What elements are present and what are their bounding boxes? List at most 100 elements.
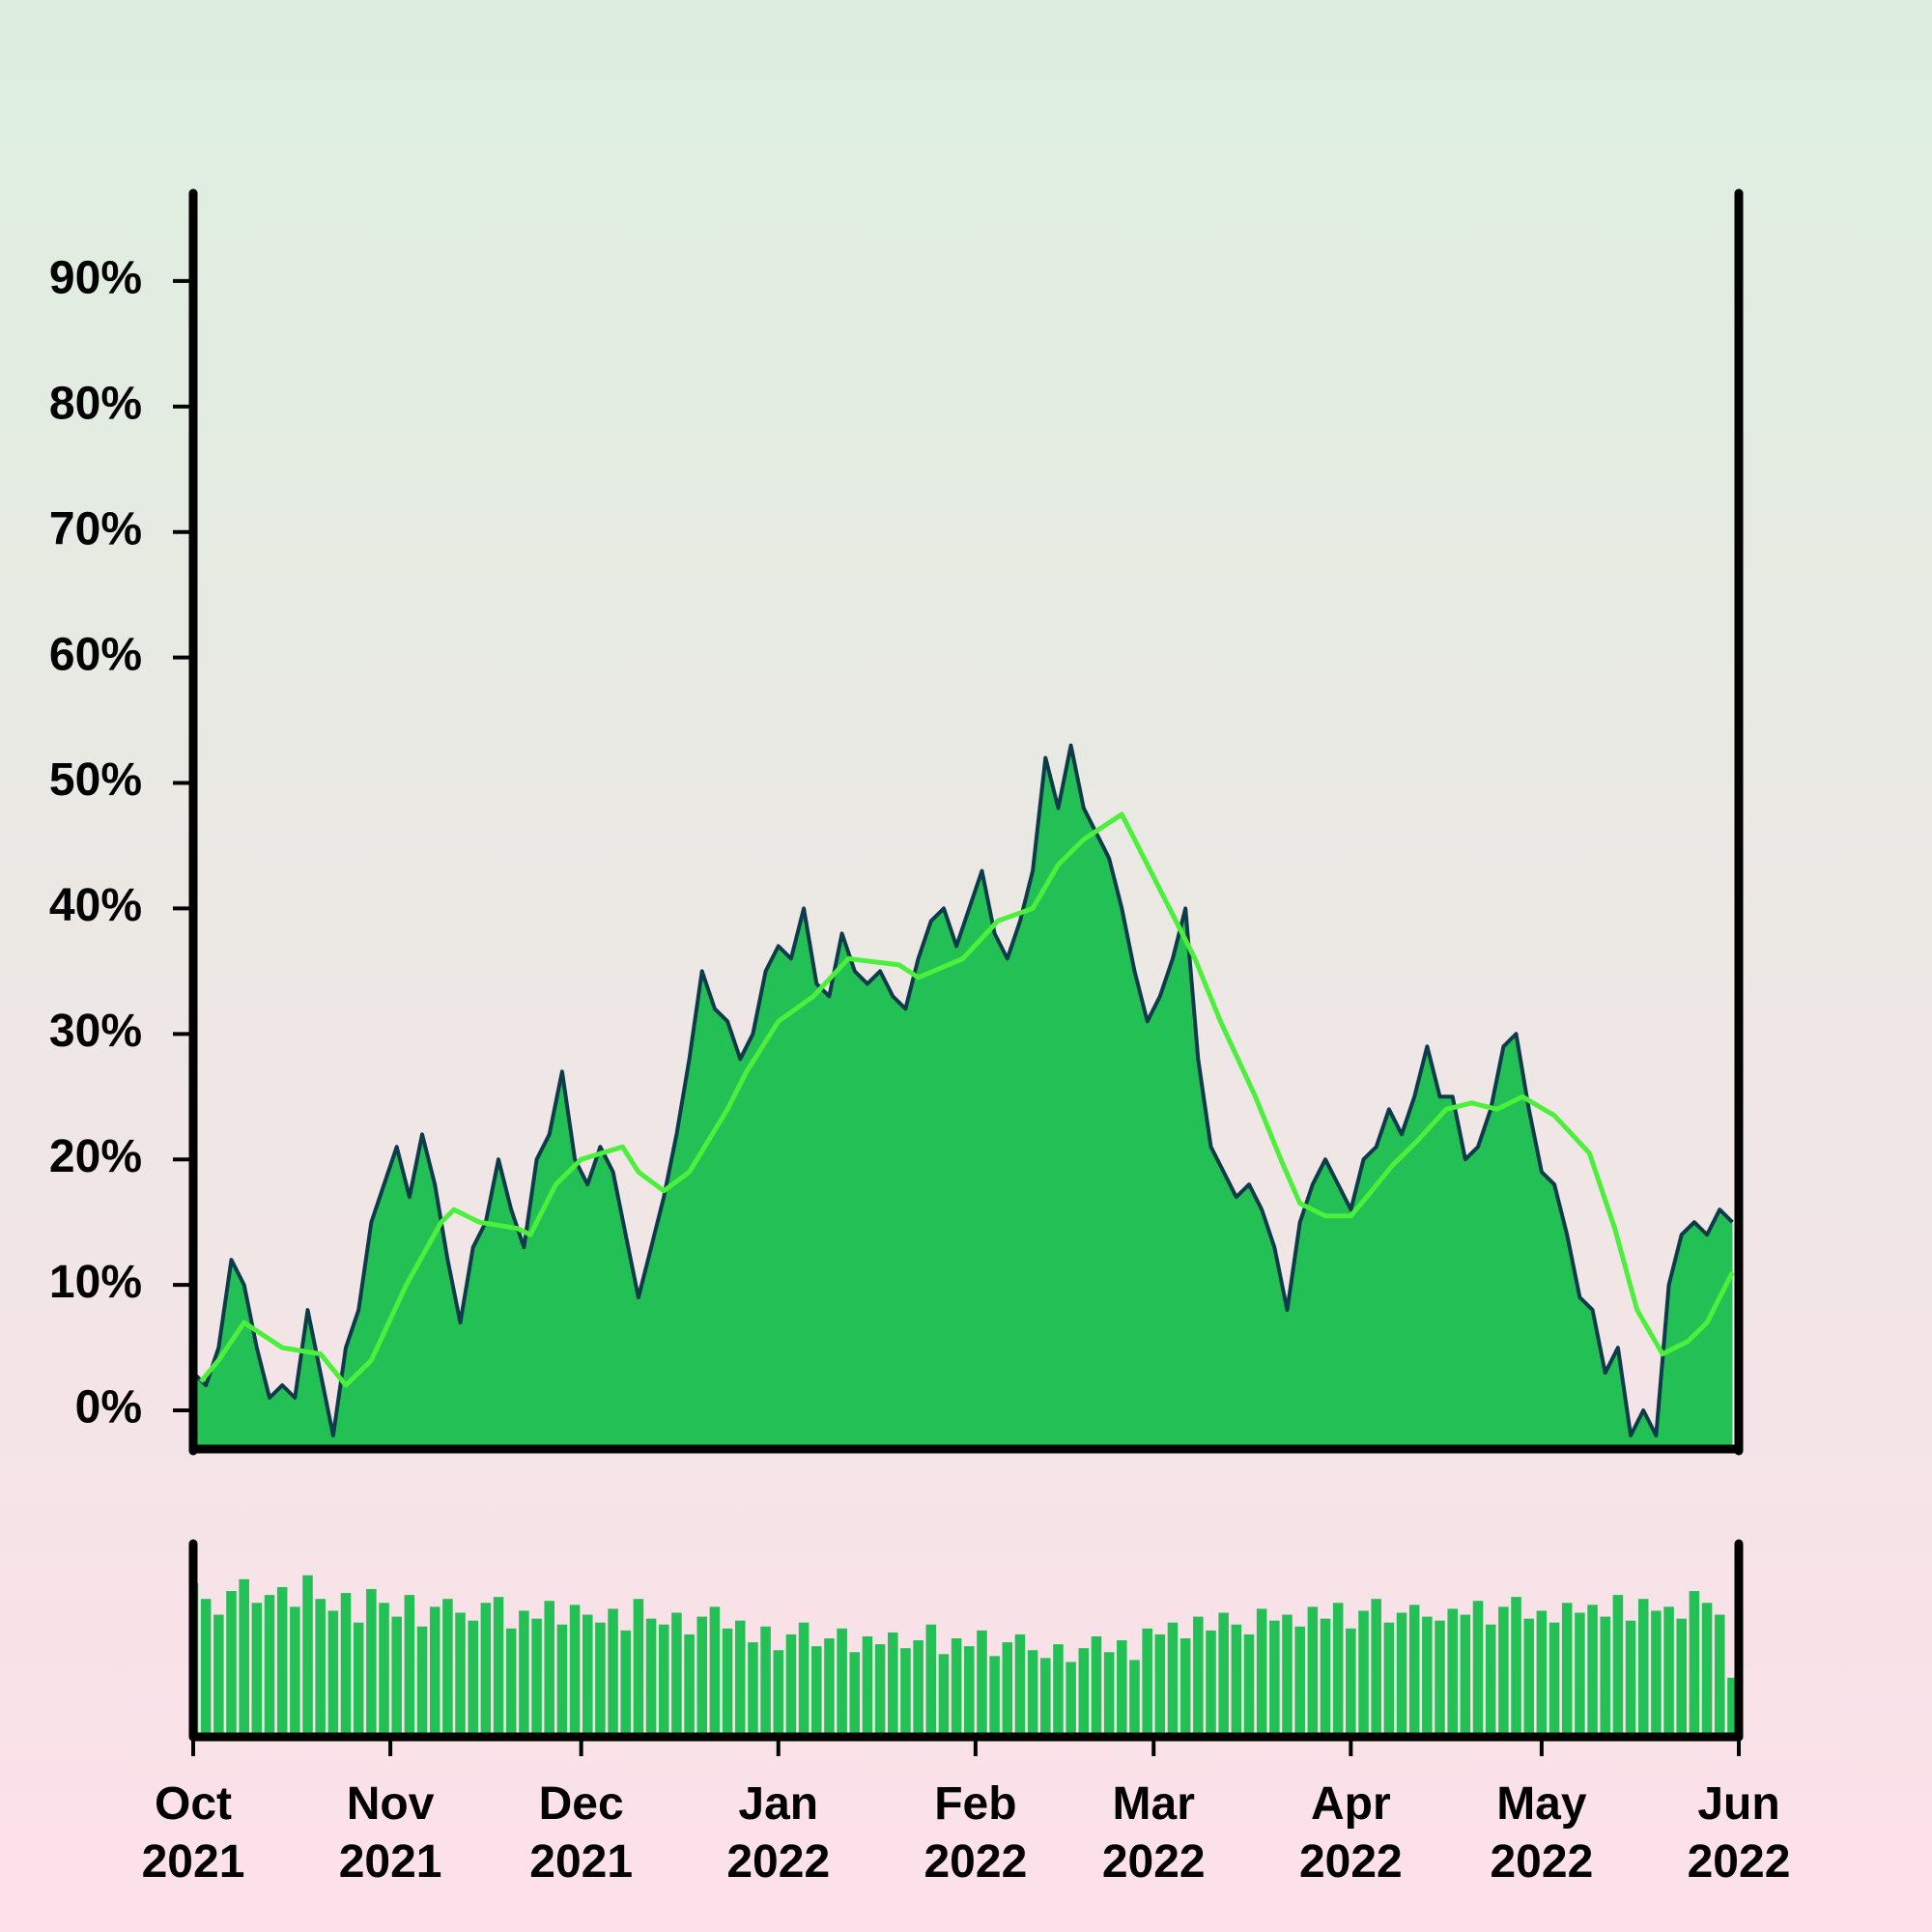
y-tick-label: 20% [49,1131,142,1182]
volume-bar [900,1648,911,1737]
volume-bar [1625,1620,1636,1737]
volume-bar [1383,1622,1395,1737]
volume-bar [1320,1618,1331,1737]
volume-bar [1129,1660,1140,1737]
volume-bar [1027,1650,1038,1737]
volume-bar [1040,1658,1051,1737]
volume-bar [1435,1620,1445,1737]
volume-bar [1727,1677,1738,1737]
x-tick-label: Nov 2021 [338,1778,442,1888]
volume-bar [722,1628,733,1737]
volume-bar [684,1634,695,1737]
volume-bar [1014,1634,1026,1737]
x-tick-label: Apr 2022 [1298,1778,1403,1888]
volume-bar [379,1603,389,1737]
x-tick-label: Dec 2021 [529,1778,634,1888]
volume-bar [1206,1630,1216,1737]
volume-bar [620,1630,632,1737]
volume-bar [925,1624,937,1737]
y-tick-label: 40% [49,880,142,931]
volume-bar [1561,1603,1573,1737]
volume-bar [658,1624,669,1737]
volume-bar [505,1628,517,1737]
y-tick-label: 50% [49,754,142,806]
volume-bar [1447,1608,1458,1737]
volume-bar [239,1578,249,1737]
y-tick-label: 30% [49,1006,142,1057]
volume-bar [226,1591,237,1737]
volume-bar [1371,1599,1381,1737]
volume-bar [366,1589,377,1737]
volume-bar [824,1638,835,1737]
volume-bar [1575,1612,1585,1737]
volume-bar [1358,1610,1369,1737]
volume-bar [633,1599,644,1737]
volume-bar [837,1628,847,1737]
volume-bar [1714,1614,1725,1737]
volume-bar [734,1620,746,1737]
axes: 0% 10% 20% 30% 40% 50% 60% 70% 80% 90% [49,188,1744,1756]
volume-bar [1269,1620,1280,1737]
volume-bar [544,1601,554,1737]
volume-bar [404,1595,415,1737]
volume-bar [353,1622,364,1737]
volume-bar [671,1612,682,1737]
volume-bar [1193,1616,1204,1737]
volume-bar [977,1630,987,1737]
volume-bar [1637,1599,1649,1737]
volume-bar [964,1646,975,1737]
volume-bar [1396,1612,1407,1737]
volume-bar [1294,1626,1305,1737]
volume-bar [1117,1640,1127,1737]
volume-bar [645,1618,657,1737]
volume-bar [1307,1606,1319,1737]
y-tick-label: 0% [75,1382,142,1434]
volume-bar [200,1599,212,1737]
volume-bar [748,1642,758,1737]
volume-bar [696,1616,708,1737]
volume-bar [1078,1648,1090,1737]
volume-bar [1179,1638,1191,1737]
volume-bar [874,1644,886,1737]
volume-bar [1701,1603,1713,1737]
volume-bar [1346,1628,1356,1737]
volume-bar [785,1634,797,1737]
volume-plot [193,1575,1738,1737]
volume-bar [1536,1610,1548,1737]
volume-bar [213,1614,224,1737]
volume-bar [1548,1622,1560,1737]
volume-bar [416,1626,428,1737]
volume-bar [938,1654,950,1737]
volume-bar [811,1646,822,1737]
volume-bar [1408,1605,1420,1737]
volume-bar [1142,1628,1152,1737]
volume-bar [1498,1606,1509,1737]
y-tick-label: 80% [49,379,142,430]
volume-bar [556,1624,568,1737]
volume-bar [1065,1662,1076,1737]
volume-bar [862,1635,873,1737]
volume-bar [519,1610,529,1737]
volume-bar [251,1603,263,1737]
volume-bar [1676,1618,1688,1737]
volume-bar [1485,1624,1496,1737]
x-tick-label: Jun 2022 [1687,1778,1791,1888]
y-tick-label: 70% [49,503,142,554]
volume-bar [276,1586,288,1737]
volume-bar [455,1612,466,1737]
volume-bar [315,1599,326,1737]
volume-bar [442,1599,453,1737]
y-tick-label: 10% [49,1257,142,1308]
volume-bar [531,1618,542,1737]
volume-bar [1231,1624,1242,1737]
volume-bar [1282,1614,1293,1737]
volume-bar [1472,1601,1484,1737]
volume-bar [302,1575,313,1737]
volume-bar [595,1622,606,1737]
volume-bar [1612,1595,1624,1737]
area-fill [193,745,1733,1448]
volume-bar [1103,1652,1115,1737]
main-plot [193,743,1735,1448]
volume-bar [709,1606,721,1737]
